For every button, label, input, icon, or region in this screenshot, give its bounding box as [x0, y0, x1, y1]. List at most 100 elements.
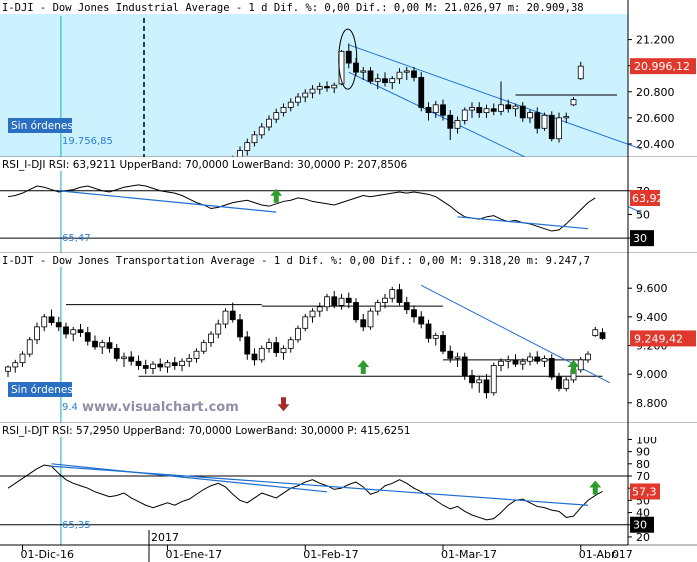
- y-tick-label: 9.000: [636, 368, 668, 381]
- candle-body: [563, 379, 570, 389]
- candle-body: [440, 104, 446, 116]
- y-tick-label: 80: [636, 458, 650, 471]
- candle-body: [266, 342, 272, 349]
- buy-signal-arrow: [270, 188, 283, 203]
- candle-body: [534, 112, 541, 129]
- candle-body: [483, 108, 490, 114]
- rsi-trendline: [58, 190, 277, 213]
- rsi-trendline: [51, 463, 328, 493]
- candle-body: [273, 342, 280, 354]
- candle-body: [432, 335, 439, 339]
- y-tick-label: 9.600: [636, 282, 668, 295]
- candle-body: [41, 316, 48, 328]
- candle-body: [476, 379, 483, 384]
- candle-body: [454, 120, 461, 129]
- lower-band-value: 30: [633, 232, 647, 245]
- candle-body: [367, 310, 374, 328]
- candle-body: [519, 360, 526, 365]
- candle-body: [505, 359, 512, 362]
- djt-price-plot-area: [0, 253, 628, 423]
- candle-body: [280, 107, 287, 114]
- candle-body: [222, 310, 229, 325]
- djt-rsi-plot-area: [0, 423, 628, 545]
- candle-body: [287, 339, 294, 349]
- candle-body: [490, 365, 497, 394]
- candle-body: [338, 297, 345, 306]
- djt-price-header-bg: [0, 253, 697, 267]
- candle-body: [592, 329, 599, 336]
- candle-body: [374, 302, 381, 312]
- candle-body: [164, 362, 171, 368]
- candle-body: [490, 108, 497, 112]
- candle-body: [258, 126, 265, 136]
- dji-rsi-plot-area: [0, 157, 628, 253]
- candle-body: [273, 112, 280, 120]
- order-label: Sin órdenes: [11, 120, 73, 132]
- dji-rsi-header: RSI_I-DJI RSI: 63,9211 UpperBand: 70,000…: [2, 159, 408, 171]
- djt-rsi-panel: 100908070605040302057,33065,35RSI_I-DJT …: [0, 423, 697, 546]
- candle-body: [316, 306, 323, 312]
- candle-body: [570, 99, 577, 106]
- candle-body: [389, 78, 396, 84]
- candle-body: [324, 296, 330, 308]
- candle-body: [295, 96, 301, 103]
- candle-body: [251, 353, 258, 361]
- candle-body: [12, 362, 19, 368]
- x-end-label: 0: [612, 548, 619, 561]
- candle-body: [534, 356, 541, 362]
- last-rsi-value: 57,3: [632, 485, 657, 498]
- candle-body: [418, 77, 425, 108]
- candle-body: [244, 336, 251, 355]
- candle-body: [519, 105, 526, 119]
- candle-body: [447, 350, 454, 359]
- y-tick-label: 21.200: [636, 34, 675, 47]
- dji-rsi-header-bg: [0, 157, 697, 171]
- candle-body: [84, 332, 91, 342]
- candle-body: [193, 350, 200, 359]
- candle-body: [411, 309, 417, 318]
- candle-body: [106, 342, 113, 349]
- candle-body: [142, 365, 149, 369]
- order-label: Sin órdenes: [11, 384, 73, 396]
- x-tick-label: 01-Dic-16: [21, 548, 75, 561]
- candle-body: [403, 302, 410, 311]
- last-rsi-tag: [630, 189, 660, 206]
- candle-body: [26, 339, 33, 355]
- buy-signal-arrow: [357, 359, 370, 374]
- candle-body: [171, 362, 178, 366]
- candle-body: [454, 356, 461, 359]
- candle-body: [287, 101, 294, 108]
- x-tick-label: 01-Feb-17: [303, 548, 358, 561]
- candle-body: [461, 109, 468, 121]
- candle-body: [215, 323, 222, 335]
- candle-body: [382, 78, 388, 84]
- x-tick-label: 01-Ene-17: [166, 548, 223, 561]
- candle-body: [461, 356, 468, 376]
- candle-body: [200, 342, 207, 352]
- candle-body: [577, 359, 584, 371]
- candle-body: [469, 107, 475, 111]
- channel-line: [348, 44, 642, 150]
- reference-value: 9.4: [62, 402, 78, 413]
- buy-signal-arrow: [589, 480, 602, 495]
- reference-value: 19.756,85: [62, 136, 113, 147]
- last-price-value: 9.249,42: [634, 332, 683, 345]
- watermark: www.visualchart.com: [82, 400, 239, 415]
- rsi-line: [7, 184, 596, 232]
- last-rsi-value: 63,92: [632, 192, 664, 205]
- y-tick-label: 20.600: [636, 112, 675, 125]
- x-tick-label: 01-Mar-17: [441, 548, 497, 561]
- candle-body: [425, 107, 432, 114]
- dji-price-plot-area: [0, 0, 628, 157]
- candle-body: [324, 86, 330, 89]
- candle-body: [403, 70, 410, 73]
- candle-body: [295, 327, 301, 341]
- candle-body: [208, 333, 214, 344]
- candle-body: [382, 297, 388, 303]
- order-box: [8, 118, 72, 133]
- candle-body: [309, 310, 316, 318]
- y-tick-label: 50: [636, 208, 650, 221]
- candle-body: [70, 329, 77, 335]
